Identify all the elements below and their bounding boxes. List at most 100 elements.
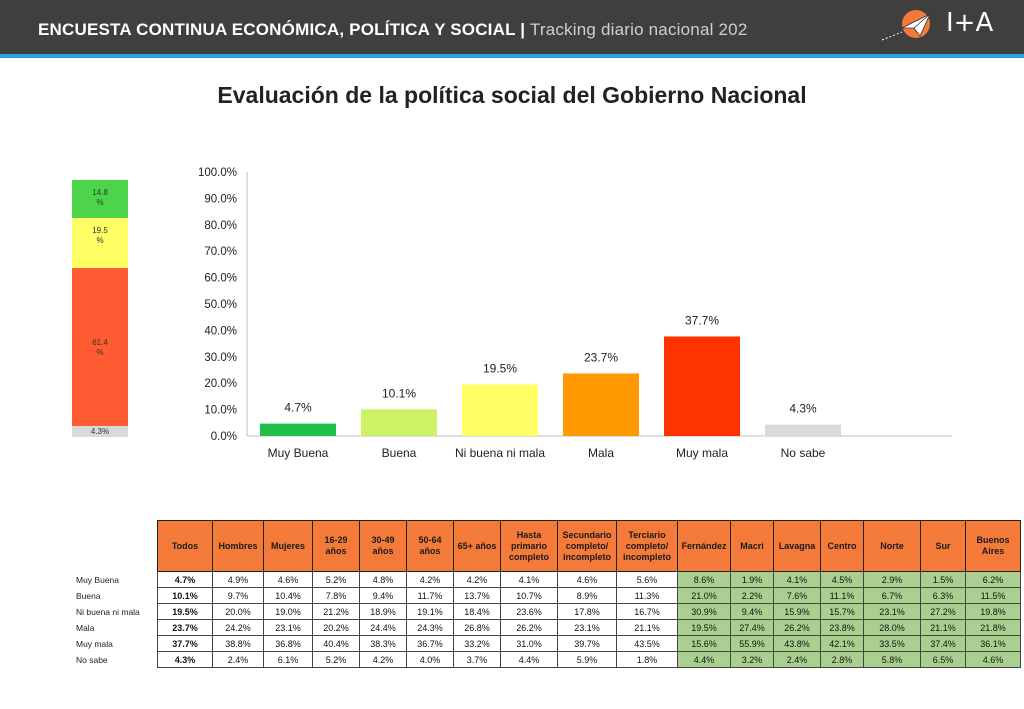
table-cell: 5.2% [312,651,360,668]
table-cell: 1.8% [616,651,678,668]
y-tick-label: 80.0% [204,220,237,232]
category-label: No sabe [781,446,826,460]
table-cell: 40.4% [312,635,360,652]
table-cell: 21.0% [677,587,731,604]
table-cell: 24.2% [212,619,264,636]
column-header: 50-64 años [406,520,454,572]
table-cell: 1.9% [730,571,774,588]
category-label: Ni buena ni mala [455,446,545,460]
header-bar: ENCUESTA CONTINUA ECONÓMICA, POLÍTICA Y … [0,0,1024,56]
stack-segment: 19.5 % [72,218,128,268]
bar [361,409,437,436]
y-tick-label: 40.0% [204,325,237,337]
table-cell: 26.2% [773,619,821,636]
category-label: Muy mala [676,446,728,460]
table-cell: 28.0% [863,619,921,636]
table-cell: 31.0% [500,635,558,652]
table-cell: 43.5% [616,635,678,652]
table-cell: 4.1% [500,571,558,588]
table-cell: 6.5% [920,651,966,668]
table-cell: 6.2% [965,571,1021,588]
table-row: Muy mala 37.7% 38.8% 36.8% 40.4% 38.3% 36.7% 33… [72,635,1021,652]
table-cell: 8.6% [677,571,731,588]
bar-value-label: 37.7% [685,313,719,327]
y-tick-label: 10.0% [204,405,237,417]
bar-value-label: 4.3% [789,402,817,416]
column-header: Macri [730,520,774,572]
table-cell: 23.8% [820,619,864,636]
column-header: Lavagna [773,520,821,572]
table-cell: 15.7% [820,603,864,620]
column-header: Hombres [212,520,264,572]
table-cell: 21.2% [312,603,360,620]
column-header: 65+ años [453,520,501,572]
table-cell: 10.1% [157,587,213,604]
category-label: Buena [382,446,417,460]
row-label: Ni buena ni mala [76,606,140,617]
table-cell: 38.3% [359,635,407,652]
bar-value-label: 4.7% [284,401,312,415]
y-tick-label: 90.0% [204,193,237,205]
table-cell: 4.3% [157,651,213,668]
table-cell: 4.6% [263,571,313,588]
table-cell: 36.8% [263,635,313,652]
column-header: 16-29 años [312,520,360,572]
table-cell: 24.4% [359,619,407,636]
table-cell: 9.4% [359,587,407,604]
table-cell: 55.9% [730,635,774,652]
table-cell: 30.9% [677,603,731,620]
row-label: Muy mala [76,638,113,649]
row-label: No sabe [76,654,108,665]
table-cell: 5.2% [312,571,360,588]
bar [462,384,538,436]
table-cell: 23.6% [500,603,558,620]
table-cell: 27.4% [730,619,774,636]
row-label: Muy Buena [76,574,119,585]
bar [664,336,740,436]
table-cell: 13.7% [453,587,501,604]
table-cell: 27.2% [920,603,966,620]
table-cell: 4.0% [406,651,454,668]
table-cell: 21.8% [965,619,1021,636]
table-cell: 7.8% [312,587,360,604]
table-cell: 10.4% [263,587,313,604]
stack-segment: 61.4 % [72,268,128,426]
column-header: 30-49 años [359,520,407,572]
column-header: Terciario completo/ incompleto [616,520,678,572]
table-cell: 3.2% [730,651,774,668]
y-tick-label: 50.0% [204,299,237,311]
table-row: Buena 10.1% 9.7% 10.4% 7.8% 9.4% 11.7% 13.7% 10.… [72,587,1021,604]
table-row: Muy Buena 4.7% 4.9% 4.6% 5.2% 4.8% 4.2% 4.2% 4.1… [72,571,1021,588]
page-title: Evaluación de la política social del Gob… [217,82,807,108]
table-cell: 15.9% [773,603,821,620]
table-cell: 19.5% [157,603,213,620]
table-cell: 26.8% [453,619,501,636]
table-cell: 4.4% [677,651,731,668]
header-title-bold: ENCUESTA CONTINUA ECONÓMICA, POLÍTICA Y … [38,20,526,39]
column-header: Secundario completo/ incompleto [557,520,617,572]
table-cell: 11.3% [616,587,678,604]
row-label: Mala [76,622,95,633]
table-cell: 4.2% [359,651,407,668]
table-cell: 36.7% [406,635,454,652]
table-cell: 3.7% [453,651,501,668]
table-cell: 7.6% [773,587,821,604]
table-cell: 15.6% [677,635,731,652]
table-cell: 19.8% [965,603,1021,620]
bar [260,423,336,436]
table-cell: 10.7% [500,587,558,604]
column-header: Hasta primario completo [500,520,558,572]
table-cell: 4.7% [157,571,213,588]
bar-chart: 0.0% 10.0% 20.0% 30.0% 40.0% 50.0% 60.0% 70.0% 8… [198,167,952,460]
table-cell: 4.6% [965,651,1021,668]
table-cell: 8.9% [557,587,617,604]
table-cell: 4.6% [557,571,617,588]
table-cell: 26.2% [500,619,558,636]
table-cell: 4.2% [453,571,501,588]
header-title: ENCUESTA CONTINUA ECONÓMICA, POLÍTICA Y … [38,20,747,40]
column-header: Todos [157,520,213,572]
table-cell: 5.8% [863,651,921,668]
header-title-sub: Tracking diario nacional 202 [529,20,748,39]
table-cell: 23.1% [863,603,921,620]
table-cell: 4.1% [773,571,821,588]
